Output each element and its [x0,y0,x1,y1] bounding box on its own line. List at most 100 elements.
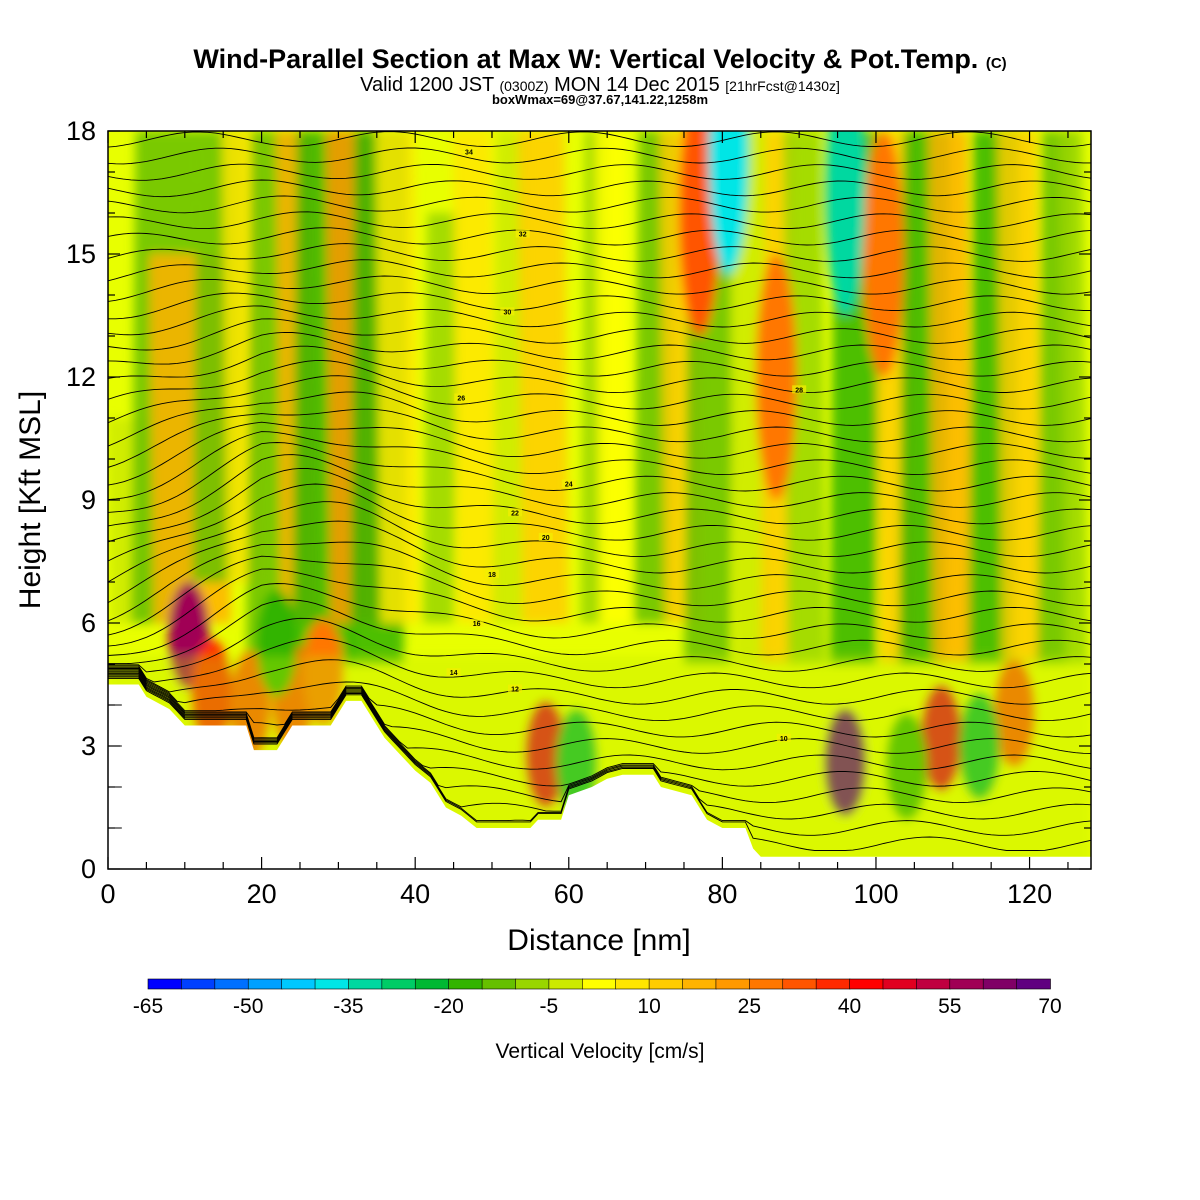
isentrope-line [108,454,1091,527]
isentrope-line [108,669,1091,738]
colorbar-swatch [548,978,584,990]
velocity-streak [452,131,496,623]
colorbar-swatch [615,978,650,990]
isentrope-line [108,671,1091,771]
valid-date: MON 14 Dec 2015 [554,74,720,96]
colorbar-tick-label: 70 [1038,995,1061,1018]
colorbar-swatch [949,978,984,990]
x-axis-label: Distance [nm] [507,924,690,957]
chart-title-main: Wind-Parallel Section at Max W: Vertical… [193,44,979,74]
colorbar-tick-label: -5 [540,995,559,1018]
colorbar-swatch [515,978,550,990]
isentrope-line [108,421,1091,486]
colorbar-tick-label: 40 [838,995,861,1018]
isentrope-label: 16 [469,619,484,628]
isentrope-line [108,467,1091,543]
colorbar-swatch [381,978,417,990]
colorbar-swatch [314,978,350,990]
isentrope-line [108,243,1091,262]
y-tick-labels: 0 3 6 9 12 15 18 [66,116,96,884]
colorbar-swatch [147,978,183,990]
x-tick-label: 100 [853,879,898,909]
isentrope-line [108,676,1091,836]
colorbar-tick-label: -20 [433,995,463,1018]
isentrope-label: 26 [454,393,469,403]
isentrope-label: 10 [776,733,791,743]
velocity-streak [998,131,1042,664]
isentrope-label: 22 [508,508,523,517]
isentrope-line [108,147,1091,165]
x-tick-label: 0 [100,879,115,909]
isentrope-label-text: 34 [465,150,473,157]
terrain-mask [108,684,1091,869]
colorbar-swatch [481,978,517,990]
isentrope-label-text: 24 [565,482,573,489]
isentrope-label-text: 20 [542,535,550,542]
isentrope-line [108,275,1091,302]
isentrope-label: 12 [508,684,523,694]
isentrope-label-text: 22 [511,510,519,517]
isentrope-label: 24 [561,479,576,489]
isentrope-line [108,501,1091,583]
isentrope-line [108,668,1091,722]
velocity-streak [783,131,827,664]
x-tick-label: 120 [1007,879,1052,909]
isentrope-label: 34 [461,147,476,157]
isentrope-label-text: 10 [780,736,788,743]
isentrope-line [108,318,1091,351]
isentrope-line [108,672,1091,787]
y-tick-label: 9 [81,485,96,515]
copyright-mark: (C) [985,55,1007,72]
velocity-streak [594,131,631,623]
isentrope-line [108,659,1091,705]
isentrope-label-text: 30 [503,309,511,316]
isentrope-line [108,583,1091,656]
downdraft-core [720,131,737,183]
colorbar-tick-labels: -65 -50 -35 -20 -5 10 25 40 55 70 [133,995,1062,1018]
isentrope-label: 30 [500,307,515,316]
colorbar-tick-label: 10 [637,995,660,1018]
updraft-core [691,182,707,244]
isentrope-line [108,179,1091,198]
colorbar-tick-label: 25 [738,995,761,1018]
updraft-core [876,223,892,285]
isentrope-line [108,131,1091,148]
isentrope-line [108,259,1091,282]
y-tick-label: 3 [81,731,96,761]
isentrope-line [108,670,1091,754]
isentrope-label-text: 28 [795,387,803,394]
isentrope-line [108,568,1091,647]
isentrope-label: 14 [446,668,461,677]
plot-area: 10 12 14 16 18 20 22 24 26 28 30 32 34 [107,130,1092,870]
y-tick-label: 15 [66,239,96,269]
isentrope-line [108,163,1091,181]
updraft-core [181,621,197,649]
downdraft-core [269,630,285,657]
colorbar [147,978,1051,990]
colorbar-swatch [348,978,383,990]
isentrope-line [108,541,1091,622]
y-tick-label: 18 [66,116,96,146]
isentrope-line [108,292,1091,320]
colorbar-tick-label: -50 [233,995,263,1018]
isentrope-line [108,442,1091,513]
isentrope-line [108,637,1091,689]
colorbar-tick-label: -65 [133,995,163,1018]
colorbar-swatch [581,978,617,990]
x-tick-label: 40 [400,879,430,909]
isentrope-label: 18 [484,569,499,579]
isentrope-line [108,211,1091,230]
isentrope-line [108,331,1091,365]
colorbar-swatch [715,978,751,990]
isentrope-line [108,375,1091,424]
x-tick-label: 80 [707,879,737,909]
velocity-streak [376,131,420,623]
colorbar-swatch [782,978,817,990]
updraft-core [768,346,784,408]
colorbar-swatch [815,978,851,990]
colorbar-swatch [982,978,1018,990]
y-tick-label: 0 [81,854,96,884]
velocity-streak [1059,131,1088,664]
isentrope-label: 32 [515,229,530,239]
x-tick-label: 60 [554,879,584,909]
